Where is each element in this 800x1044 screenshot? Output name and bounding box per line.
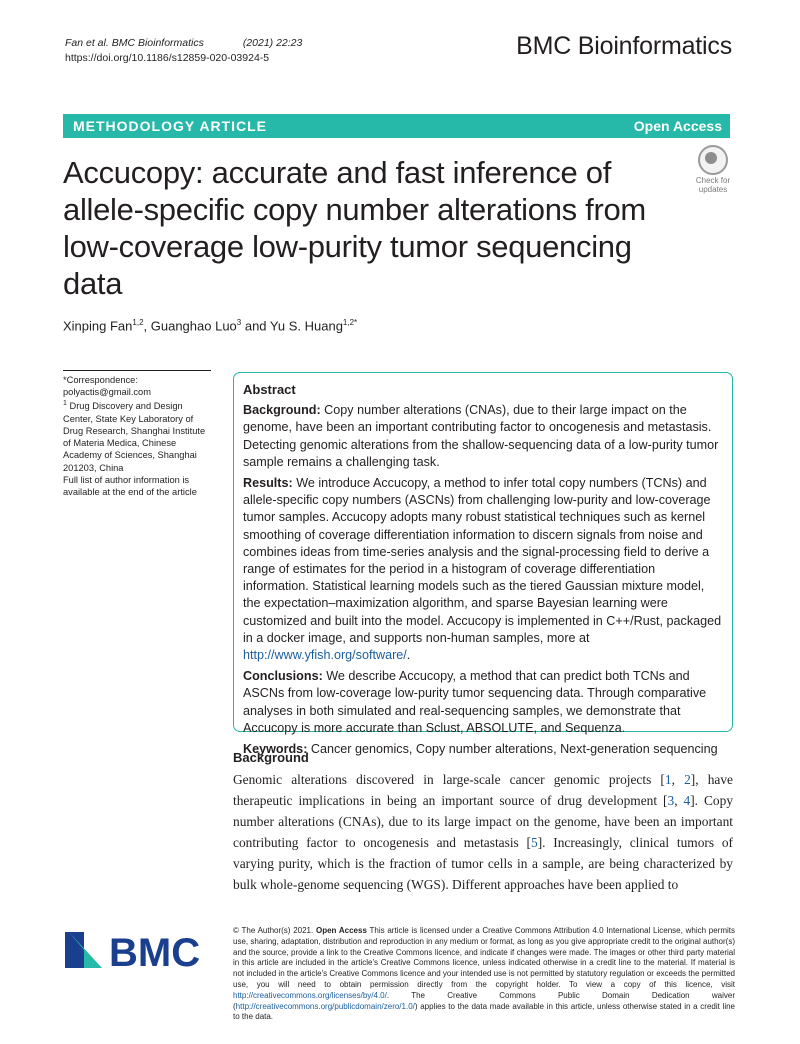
abstract-keywords: Keywords: Cancer genomics, Copy number a… xyxy=(243,742,718,757)
citation-ref[interactable]: 3 xyxy=(667,793,675,808)
results-label: Results: xyxy=(243,476,293,491)
license-link[interactable]: http://creativecommons.org/licenses/by/4… xyxy=(233,990,387,1000)
software-link[interactable]: http://www.yfish.org/software/ xyxy=(243,648,407,663)
affiliation-sup: 1 xyxy=(63,400,67,408)
journal-name: BMC Bioinformatics xyxy=(516,32,732,60)
license-text: © The Author(s) 2021. Open Access This a… xyxy=(233,926,736,1022)
section-heading: Background xyxy=(233,750,309,765)
article-type-label: METHODOLOGY ARTICLE xyxy=(73,118,267,134)
background-section: Background Genomic alterations discovere… xyxy=(233,750,733,895)
abstract-background: Background: Copy number alterations (CNA… xyxy=(243,403,719,469)
citation-authors: Fan et al. BMC Bioinformatics xyxy=(65,37,204,49)
citation-ref[interactable]: 5 xyxy=(530,835,538,850)
citation-ref[interactable]: 2 xyxy=(684,772,691,787)
author-affiliation-sup: 3 xyxy=(236,318,242,327)
bmc-logo: BMC xyxy=(65,931,200,970)
author-separator: , xyxy=(143,318,151,334)
abstract-results: Results: We introduce Accucopy, a method… xyxy=(243,476,722,663)
article-type-banner: METHODOLOGY ARTICLE Open Access xyxy=(63,114,730,138)
author-list: Xinping Fan1,2, Guanghao Luo3 and Yu S. … xyxy=(63,318,357,333)
check-for-updates-badge[interactable]: Check for updates xyxy=(692,145,734,194)
citation-line: Fan et al. BMC Bioinformatics (2021) 22:… xyxy=(65,36,338,51)
badge-text: Check for updates xyxy=(695,176,731,194)
public-domain-link[interactable]: http://creativecommons.org/publicdomain/… xyxy=(235,1001,415,1011)
body-paragraph: Genomic alterations discovered in large-… xyxy=(233,772,734,892)
conclusions-label: Conclusions: xyxy=(243,669,323,684)
background-label: Background: xyxy=(243,403,321,418)
author-separator: and xyxy=(241,318,270,334)
author-info-note: Full list of author information is avail… xyxy=(63,474,197,497)
keywords-label: Keywords: xyxy=(243,742,308,757)
open-access-label: Open Access xyxy=(633,118,722,134)
citation-volume: (2021) 22:23 xyxy=(242,37,303,49)
doi-link[interactable]: https://doi.org/10.1186/s12859-020-03924… xyxy=(65,52,270,64)
article-title: Accucopy: accurate and fast inference of… xyxy=(63,155,646,301)
author-name: Xinping Fan xyxy=(63,318,133,334)
bmc-logo-accent xyxy=(69,932,102,968)
citation-ref[interactable]: 1 xyxy=(664,772,672,787)
crossmark-icon xyxy=(698,145,728,175)
author-name: Yu S. Huang xyxy=(269,318,343,334)
correspondence-sidebar: *Correspondence: polyactis@gmail.com 1 D… xyxy=(63,370,211,498)
citation-ref[interactable]: 4 xyxy=(683,793,691,808)
affiliation: 1 Drug Discovery and Design Center, Stat… xyxy=(63,400,206,473)
author-name: Guanghao Luo xyxy=(150,318,237,334)
abstract-heading: Abstract xyxy=(243,382,296,397)
abstract-conclusions: Conclusions: We describe Accucopy, a met… xyxy=(243,669,707,735)
citation-header: Fan et al. BMC Bioinformatics (2021) 22:… xyxy=(65,36,338,66)
author-affiliation-sup: 1,2 xyxy=(132,318,144,327)
bmc-logo-mark xyxy=(65,932,84,968)
author-affiliation-sup: 1,2* xyxy=(342,318,358,327)
bmc-logo-text: BMC xyxy=(109,931,200,970)
correspondence-email[interactable]: polyactis@gmail.com xyxy=(63,387,151,398)
correspondence-label: *Correspondence: xyxy=(63,375,138,385)
abstract-box: Abstract Background: Copy number alterat… xyxy=(233,372,733,756)
open-access-bold: Open Access xyxy=(315,926,367,935)
